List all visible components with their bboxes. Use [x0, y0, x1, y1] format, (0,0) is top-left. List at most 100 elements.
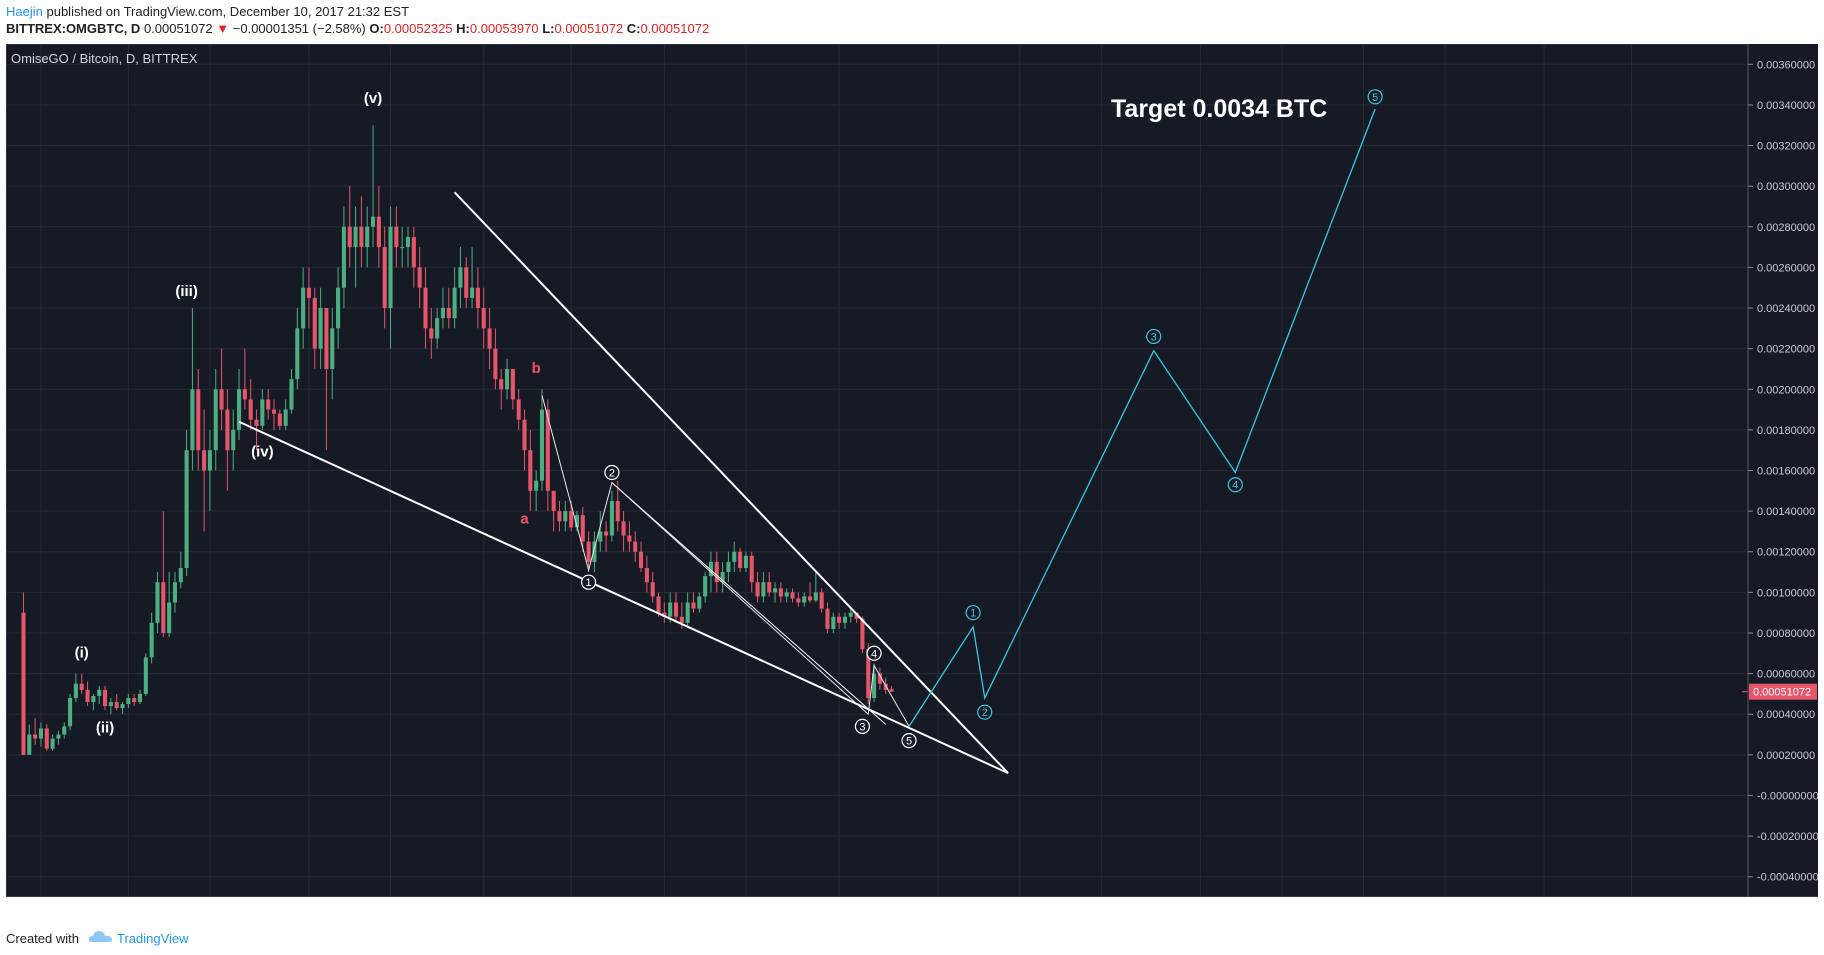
- candle: [266, 389, 271, 420]
- candle-body: [574, 515, 579, 528]
- candle-body: [761, 582, 766, 597]
- wave-circle-number: 2: [609, 468, 615, 480]
- tradingview-link[interactable]: TradingView: [117, 931, 189, 946]
- wave-circle-number: 1: [586, 577, 592, 589]
- candle-body: [266, 399, 271, 410]
- author-link[interactable]: Haejin: [6, 4, 43, 19]
- candle-body: [371, 216, 376, 227]
- candle: [860, 616, 865, 654]
- candle-body: [831, 616, 836, 629]
- candle-body: [697, 596, 702, 609]
- candle: [819, 588, 824, 613]
- candle: [749, 551, 754, 593]
- candle: [551, 490, 556, 532]
- candle: [260, 389, 265, 430]
- wave-circle-label: 4: [1227, 477, 1243, 493]
- candle-body: [161, 582, 166, 633]
- candle-body: [487, 328, 492, 349]
- candle-body: [679, 616, 684, 623]
- wave-circle: [1227, 477, 1243, 493]
- candle-body: [435, 318, 440, 339]
- candle-body: [27, 734, 32, 755]
- candle: [27, 724, 32, 755]
- wave-label: (iv): [251, 443, 274, 460]
- candle: [213, 368, 218, 471]
- wave-circle-label: 1: [581, 574, 597, 590]
- price-chart[interactable]: (i) (ii) (iii) (iv) (v) a b 1 2 3 4 5 1 2 3 4 5 -0.00040…: [5, 43, 1819, 922]
- wave-circle: [977, 704, 993, 720]
- target-annotation: Target 0.0034 BTC: [1111, 95, 1327, 123]
- y-tick-label: 0.00140000: [1757, 506, 1815, 518]
- y-tick-label: -0.00020000: [1757, 831, 1818, 843]
- candle-body: [650, 582, 655, 597]
- candle-body: [854, 612, 859, 619]
- candle-body: [569, 511, 574, 528]
- candle-body: [306, 287, 311, 298]
- candle: [50, 734, 55, 751]
- trendline: [611, 482, 887, 725]
- candle-body: [604, 531, 609, 536]
- chart-container[interactable]: (i) (ii) (iii) (iv) (v) a b 1 2 3 4 5 1 2 3 4 5 -0.00040…: [5, 43, 1819, 922]
- candle: [85, 681, 90, 707]
- candle-body: [493, 348, 498, 380]
- candle: [505, 358, 510, 400]
- candle-body: [411, 236, 416, 268]
- candle-body: [848, 612, 853, 617]
- candle: [371, 125, 376, 248]
- candle: [202, 409, 207, 532]
- candle-body: [242, 389, 247, 400]
- candle-body: [662, 612, 667, 617]
- candle: [336, 267, 341, 349]
- candle-body: [790, 592, 795, 599]
- candle-body: [388, 226, 393, 309]
- candle: [534, 470, 539, 512]
- candle: [184, 429, 189, 577]
- candle-body: [50, 738, 55, 749]
- candle: [56, 730, 61, 745]
- candle: [470, 247, 475, 309]
- candle-body: [108, 702, 113, 707]
- candle: [557, 500, 562, 532]
- candle: [114, 693, 119, 711]
- candle: [126, 693, 131, 709]
- last-price-tag: [1749, 683, 1817, 700]
- candle: [539, 389, 545, 491]
- candle-body: [615, 500, 620, 522]
- candle: [277, 409, 282, 430]
- candle-body: [819, 592, 824, 609]
- candle: [522, 409, 527, 471]
- candle: [837, 612, 842, 629]
- wave-circle-number: 1: [970, 608, 976, 620]
- candle: [103, 685, 108, 711]
- y-tick-label: 0.00360000: [1757, 59, 1815, 71]
- candle: [767, 572, 772, 597]
- candle: [784, 588, 789, 603]
- candle-body: [592, 541, 597, 562]
- candle-body: [656, 596, 661, 613]
- candle-body: [673, 602, 679, 617]
- candle-body: [312, 297, 317, 349]
- candle-body: [668, 602, 673, 617]
- tradingview-cloud-icon[interactable]: [88, 929, 114, 950]
- candle: [120, 702, 125, 715]
- candle-body: [114, 702, 119, 709]
- candle: [563, 500, 568, 532]
- candle: [458, 247, 463, 309]
- y-tick-label: 0.00200000: [1757, 384, 1815, 396]
- candle-body: [837, 616, 842, 623]
- candle: [802, 592, 807, 607]
- candle-body: [743, 555, 748, 568]
- candle-body: [132, 697, 137, 703]
- candle: [161, 511, 166, 638]
- wave-circle-label: 5: [901, 733, 917, 749]
- ohlc-line: BITTREX:OMGBTC, D 0.00051072 ▼ −0.000013…: [6, 21, 709, 36]
- candle: [440, 287, 445, 329]
- projection-path: [908, 108, 1376, 727]
- candle: [225, 389, 230, 491]
- candle-body: [464, 267, 469, 298]
- candle-body: [446, 308, 451, 319]
- candle-body: [534, 480, 539, 491]
- candle-body: [842, 616, 847, 623]
- candle-body: [691, 602, 696, 609]
- candle-body: [33, 734, 38, 739]
